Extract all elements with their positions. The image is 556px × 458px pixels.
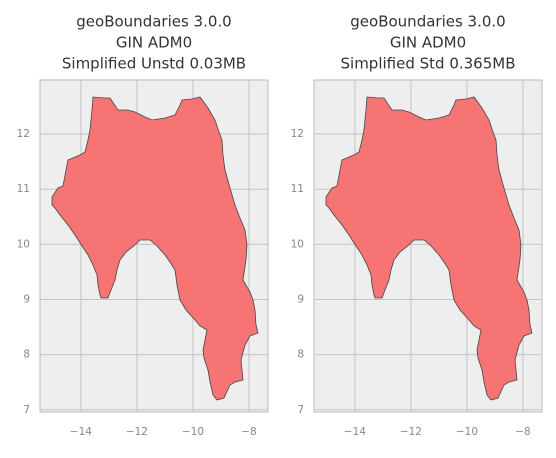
y-tick-label: 12 xyxy=(17,128,30,140)
chart-title: GIN ADM0 xyxy=(390,34,466,52)
x-tick-label: −10 xyxy=(456,426,478,438)
y-tick-label: 10 xyxy=(17,238,30,250)
x-tick-label: −12 xyxy=(400,426,422,438)
x-tick-label: −12 xyxy=(126,426,148,438)
y-tick-label: 11 xyxy=(291,183,304,195)
chart-title: geoBoundaries 3.0.0 xyxy=(76,13,231,31)
y-tick-label: 10 xyxy=(291,238,304,250)
x-tick-label: −14 xyxy=(344,426,366,438)
y-tick-label: 12 xyxy=(291,128,304,140)
y-tick-label: 11 xyxy=(17,183,30,195)
chart-title: geoBoundaries 3.0.0 xyxy=(350,13,505,31)
x-tick-label: −10 xyxy=(182,426,204,438)
y-tick-label: 9 xyxy=(23,293,30,305)
chart-title: Simplified Unstd 0.03MB xyxy=(62,55,246,73)
x-tick-label: −8 xyxy=(241,426,256,438)
y-tick-label: 8 xyxy=(297,349,304,361)
y-tick-label: 7 xyxy=(23,404,30,416)
x-tick-label: −8 xyxy=(515,426,530,438)
x-tick-label: −14 xyxy=(70,426,92,438)
y-tick-label: 9 xyxy=(297,293,304,305)
chart-title: GIN ADM0 xyxy=(116,34,192,52)
chart-title: Simplified Std 0.365MB xyxy=(341,55,516,73)
y-tick-label: 7 xyxy=(297,404,304,416)
panel: geoBoundaries 3.0.0 GIN ADM0 Simplified St… xyxy=(291,13,543,438)
panel: geoBoundaries 3.0.0 GIN ADM0 Simplified Un… xyxy=(17,13,269,438)
y-tick-label: 8 xyxy=(23,349,30,361)
